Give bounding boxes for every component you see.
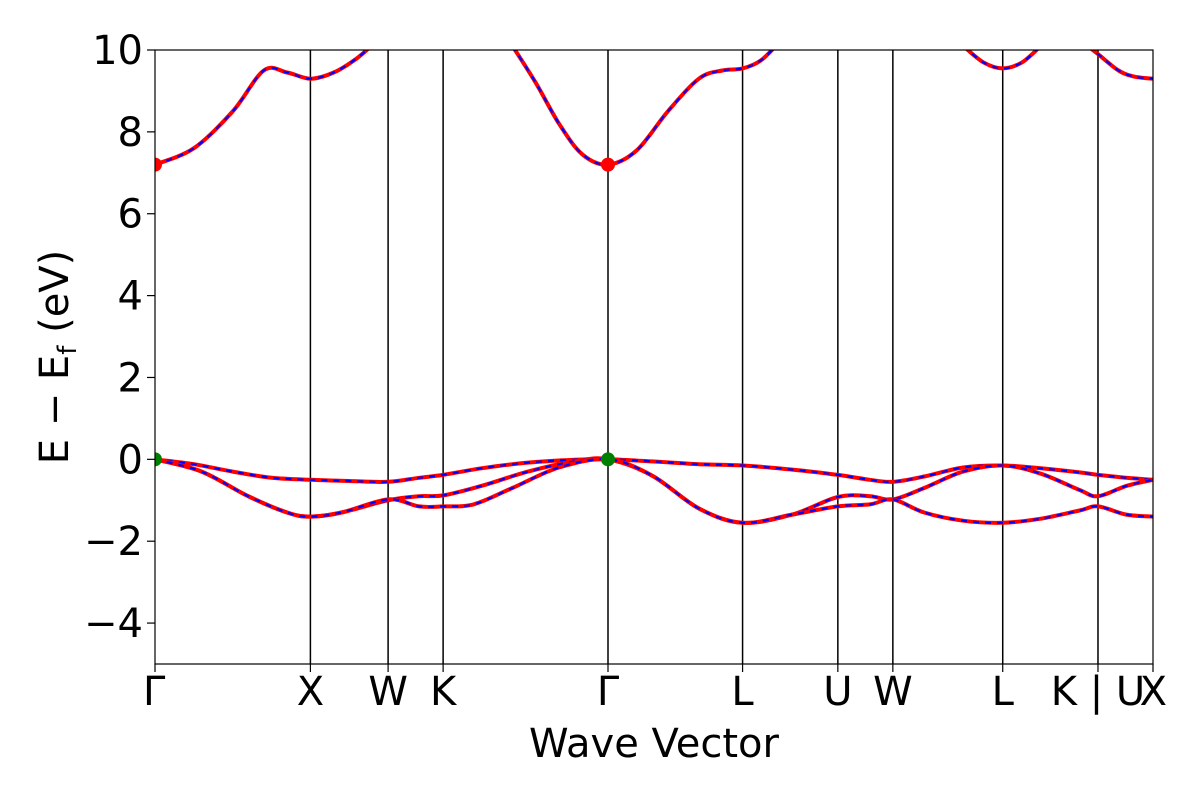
y-axis-label-unit: (eV) (32, 250, 78, 346)
extremum-marker-2 (155, 452, 162, 467)
y-tick-label-1: 8 (118, 110, 143, 156)
x-tick-label-4: Γ (597, 669, 620, 715)
y-tick-label-0: 10 (92, 28, 143, 74)
x-axis-label: Wave Vector (529, 721, 780, 767)
y-axis-ticks: 10 8 6 4 2 0 −2 −4 (84, 28, 155, 647)
x-tick-label-8: L (992, 669, 1015, 715)
extremum-marker-0 (155, 157, 162, 172)
x-tick-label-5: L (731, 669, 754, 715)
y-axis-label-main: E − E (32, 355, 78, 465)
x-tick-label-10: X (1140, 669, 1167, 715)
y-tick-label-7: −4 (84, 601, 143, 647)
band-line-2-series-b (966, 50, 1039, 70)
y-tick-label-5: 0 (118, 437, 143, 483)
y-tick-label-6: −2 (84, 519, 143, 565)
extremum-marker-3 (601, 452, 616, 467)
plot-frame (154, 49, 1154, 665)
y-tick-label-4: 2 (118, 355, 143, 401)
high-symmetry-lines (309, 50, 1099, 664)
plot-background (155, 50, 1153, 664)
x-tick-label-0: Γ (143, 669, 166, 715)
y-axis-label: E − Ef (eV) (32, 250, 83, 465)
band-lines (155, 50, 1153, 525)
extremum-marker-1 (601, 157, 616, 172)
y-tick-label-2: 6 (118, 192, 143, 238)
band-line-3-series-b (1090, 50, 1153, 80)
x-tick-label-2: W (368, 669, 408, 715)
band-line-6-series-b (155, 457, 1153, 524)
x-tick-label-9: K | U (1051, 669, 1145, 715)
band-line-0-series-b (155, 50, 369, 166)
x-tick-label-7: W (873, 669, 913, 715)
x-tick-label-1: X (297, 669, 324, 715)
x-tick-label-3: K (430, 669, 458, 715)
band-line-1-series-b (513, 50, 774, 166)
band-extrema-markers (155, 157, 616, 467)
y-axis-label-subscript: f (53, 345, 83, 355)
y-tick-label-3: 4 (118, 274, 143, 320)
x-tick-label-6: U (823, 669, 852, 715)
